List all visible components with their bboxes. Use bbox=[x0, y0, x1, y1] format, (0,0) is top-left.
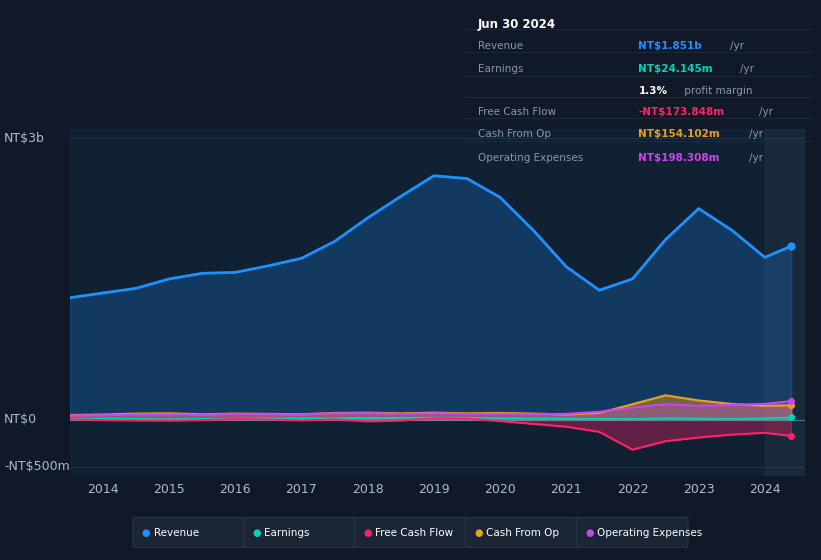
Text: Operating Expenses: Operating Expenses bbox=[597, 528, 702, 538]
Text: NT$0: NT$0 bbox=[4, 413, 37, 426]
Text: NT$198.308m: NT$198.308m bbox=[639, 153, 720, 163]
Text: ●: ● bbox=[475, 528, 483, 538]
Bar bbox=[765, 129, 805, 476]
Text: NT$24.145m: NT$24.145m bbox=[639, 64, 713, 74]
Text: /yr: /yr bbox=[750, 129, 764, 139]
Text: /yr: /yr bbox=[730, 41, 744, 51]
Text: Earnings: Earnings bbox=[264, 528, 310, 538]
Text: /yr: /yr bbox=[740, 64, 754, 74]
Text: Revenue: Revenue bbox=[478, 41, 523, 51]
Text: NT$3b: NT$3b bbox=[4, 132, 45, 144]
Text: -NT$500m: -NT$500m bbox=[4, 460, 70, 473]
Text: Free Cash Flow: Free Cash Flow bbox=[375, 528, 453, 538]
Text: Operating Expenses: Operating Expenses bbox=[478, 153, 583, 163]
Text: NT$1.851b: NT$1.851b bbox=[639, 41, 702, 51]
Text: /yr: /yr bbox=[750, 153, 764, 163]
Text: ●: ● bbox=[142, 528, 150, 538]
Text: Revenue: Revenue bbox=[154, 528, 199, 538]
Text: -NT$173.848m: -NT$173.848m bbox=[639, 108, 724, 118]
Text: Jun 30 2024: Jun 30 2024 bbox=[478, 18, 556, 31]
Text: Cash From Op: Cash From Op bbox=[478, 129, 551, 139]
Text: ●: ● bbox=[253, 528, 261, 538]
Text: Earnings: Earnings bbox=[478, 64, 523, 74]
Text: Free Cash Flow: Free Cash Flow bbox=[478, 108, 556, 118]
Text: 1.3%: 1.3% bbox=[639, 86, 667, 96]
Text: /yr: /yr bbox=[759, 108, 773, 118]
Text: ●: ● bbox=[364, 528, 372, 538]
Text: Cash From Op: Cash From Op bbox=[486, 528, 559, 538]
Text: NT$154.102m: NT$154.102m bbox=[639, 129, 720, 139]
Text: ●: ● bbox=[585, 528, 594, 538]
Text: profit margin: profit margin bbox=[681, 86, 752, 96]
